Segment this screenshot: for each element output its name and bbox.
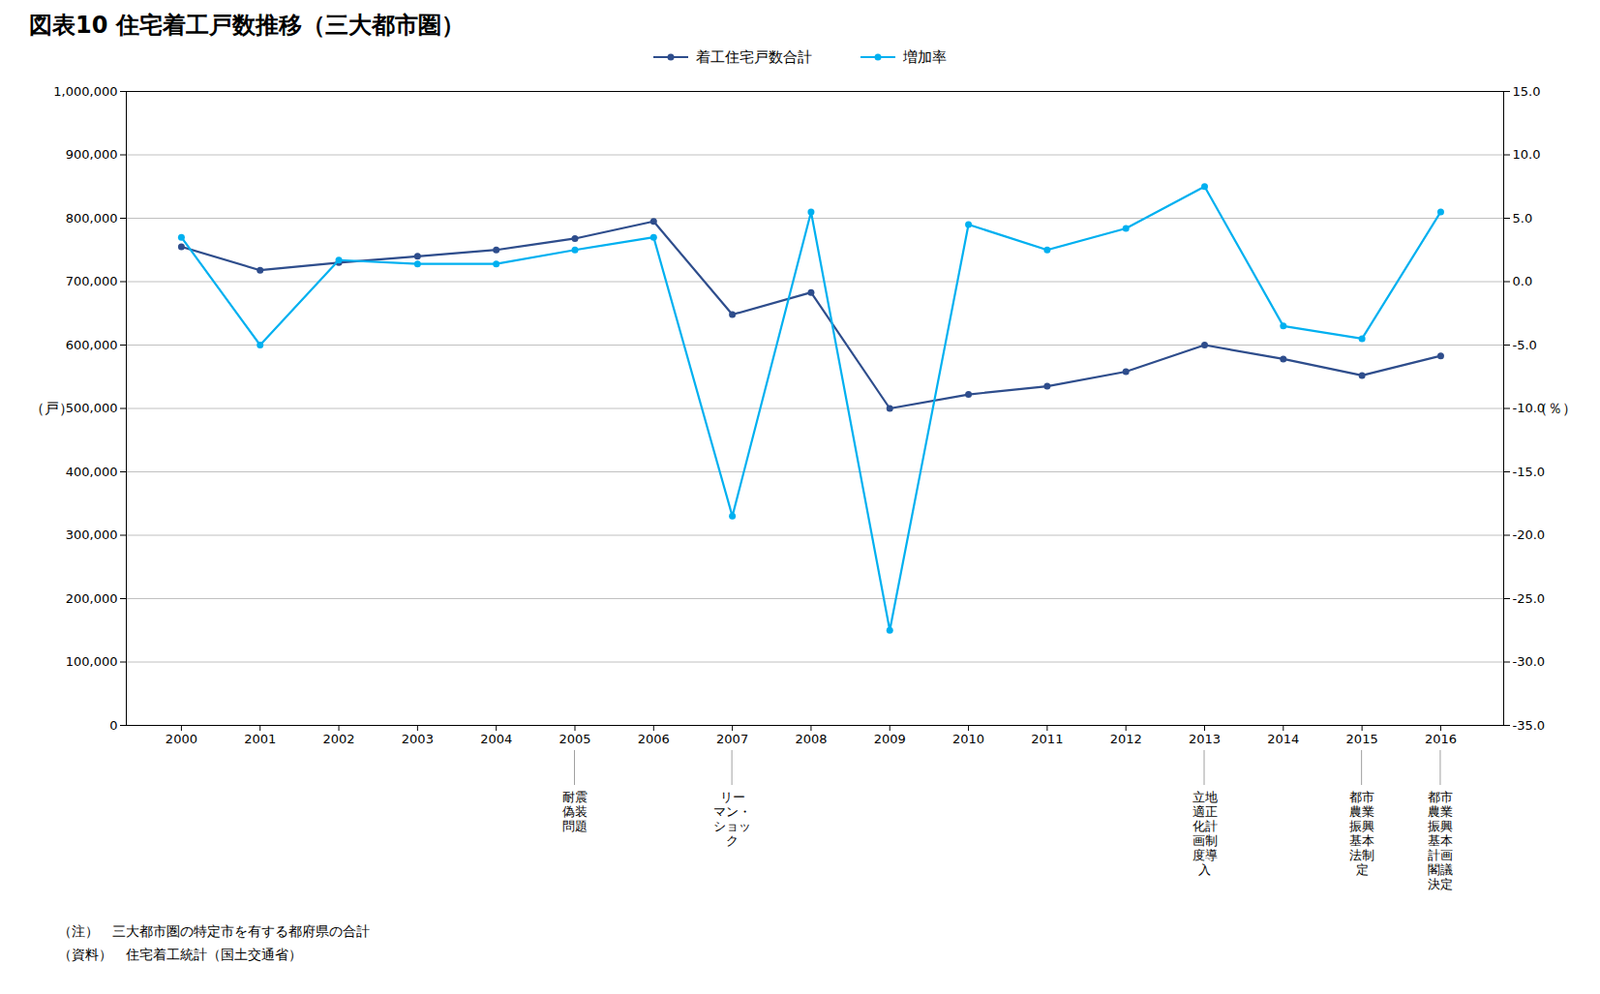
svg-text:2013: 2013 (1188, 731, 1221, 747)
svg-text:15.0: 15.0 (1512, 84, 1541, 99)
svg-text:-30.0: -30.0 (1512, 654, 1546, 669)
svg-text:都市農業振興基本計画閣議決定: 都市農業振興基本計画閣議決定 (1427, 789, 1453, 892)
svg-text:-5.0: -5.0 (1512, 337, 1538, 353)
svg-text:2002: 2002 (323, 731, 356, 747)
svg-text:2012: 2012 (1110, 731, 1143, 747)
svg-text:-20.0: -20.0 (1512, 527, 1546, 543)
svg-text:-35.0: -35.0 (1512, 718, 1546, 733)
svg-text:2003: 2003 (401, 731, 434, 747)
svg-text:700,000: 700,000 (65, 273, 119, 289)
svg-text:-15.0: -15.0 (1512, 464, 1546, 480)
svg-text:2010: 2010 (952, 731, 985, 747)
svg-text:耐震偽装問題: 耐震偽装問題 (562, 789, 588, 834)
svg-text:600,000: 600,000 (65, 337, 119, 353)
svg-text:500,000: 500,000 (65, 400, 119, 416)
svg-text:2004: 2004 (480, 731, 513, 747)
svg-text:0.0: 0.0 (1512, 273, 1534, 289)
svg-text:0: 0 (109, 718, 118, 733)
svg-text:10.0: 10.0 (1512, 147, 1541, 162)
svg-text:2016: 2016 (1424, 731, 1457, 747)
svg-text:5.0: 5.0 (1512, 211, 1534, 226)
svg-text:2007: 2007 (716, 731, 749, 747)
svg-text:900,000: 900,000 (65, 147, 119, 162)
svg-text:2001: 2001 (243, 731, 276, 747)
svg-text:1,000,000: 1,000,000 (53, 84, 118, 99)
html-text:（資料） 住宅着工統計（国土交通省）: （資料） 住宅着工統計（国土交通省） (58, 946, 302, 963)
svg-text:2005: 2005 (558, 731, 591, 747)
svg-text:300,000: 300,000 (65, 527, 119, 543)
svg-text:400,000: 400,000 (65, 464, 119, 480)
svg-text:2015: 2015 (1346, 731, 1379, 747)
svg-text:2008: 2008 (794, 731, 827, 747)
svg-text:-10.0: -10.0 (1512, 400, 1546, 416)
svg-text:100,000: 100,000 (65, 654, 119, 669)
svg-text:立地適正化計画制度導入: 立地適正化計画制度導入 (1192, 789, 1218, 877)
html-text:着工住宅戸数合計: 着工住宅戸数合計 (695, 47, 813, 66)
svg-text:2011: 2011 (1030, 731, 1063, 747)
svg-text:都市農業振興基本法制定: 都市農業振興基本法制定 (1349, 789, 1375, 877)
svg-text:2009: 2009 (874, 731, 906, 747)
html-text:（注） 三大都市圏の特定市を有する都府県の合計: （注） 三大都市圏の特定市を有する都府県の合計 (58, 923, 370, 939)
svg-text:2006: 2006 (637, 731, 670, 747)
svg-text:200,000: 200,000 (65, 591, 119, 606)
svg-text:800,000: 800,000 (65, 211, 119, 226)
svg-text:2014: 2014 (1267, 731, 1299, 747)
svg-text:-25.0: -25.0 (1512, 591, 1546, 606)
html-text:増加率: 増加率 (903, 47, 947, 66)
svg-text:リーマン・ショック: リーマン・ショック (713, 789, 752, 848)
svg-text:（％）: （％） (1533, 399, 1577, 418)
svg-text:2000: 2000 (165, 731, 198, 747)
html-text:図表10 住宅着工戸数推移（三大都市圏）: 図表10 住宅着工戸数推移（三大都市圏） (29, 11, 465, 39)
svg-text:（戸）: （戸） (30, 399, 74, 418)
